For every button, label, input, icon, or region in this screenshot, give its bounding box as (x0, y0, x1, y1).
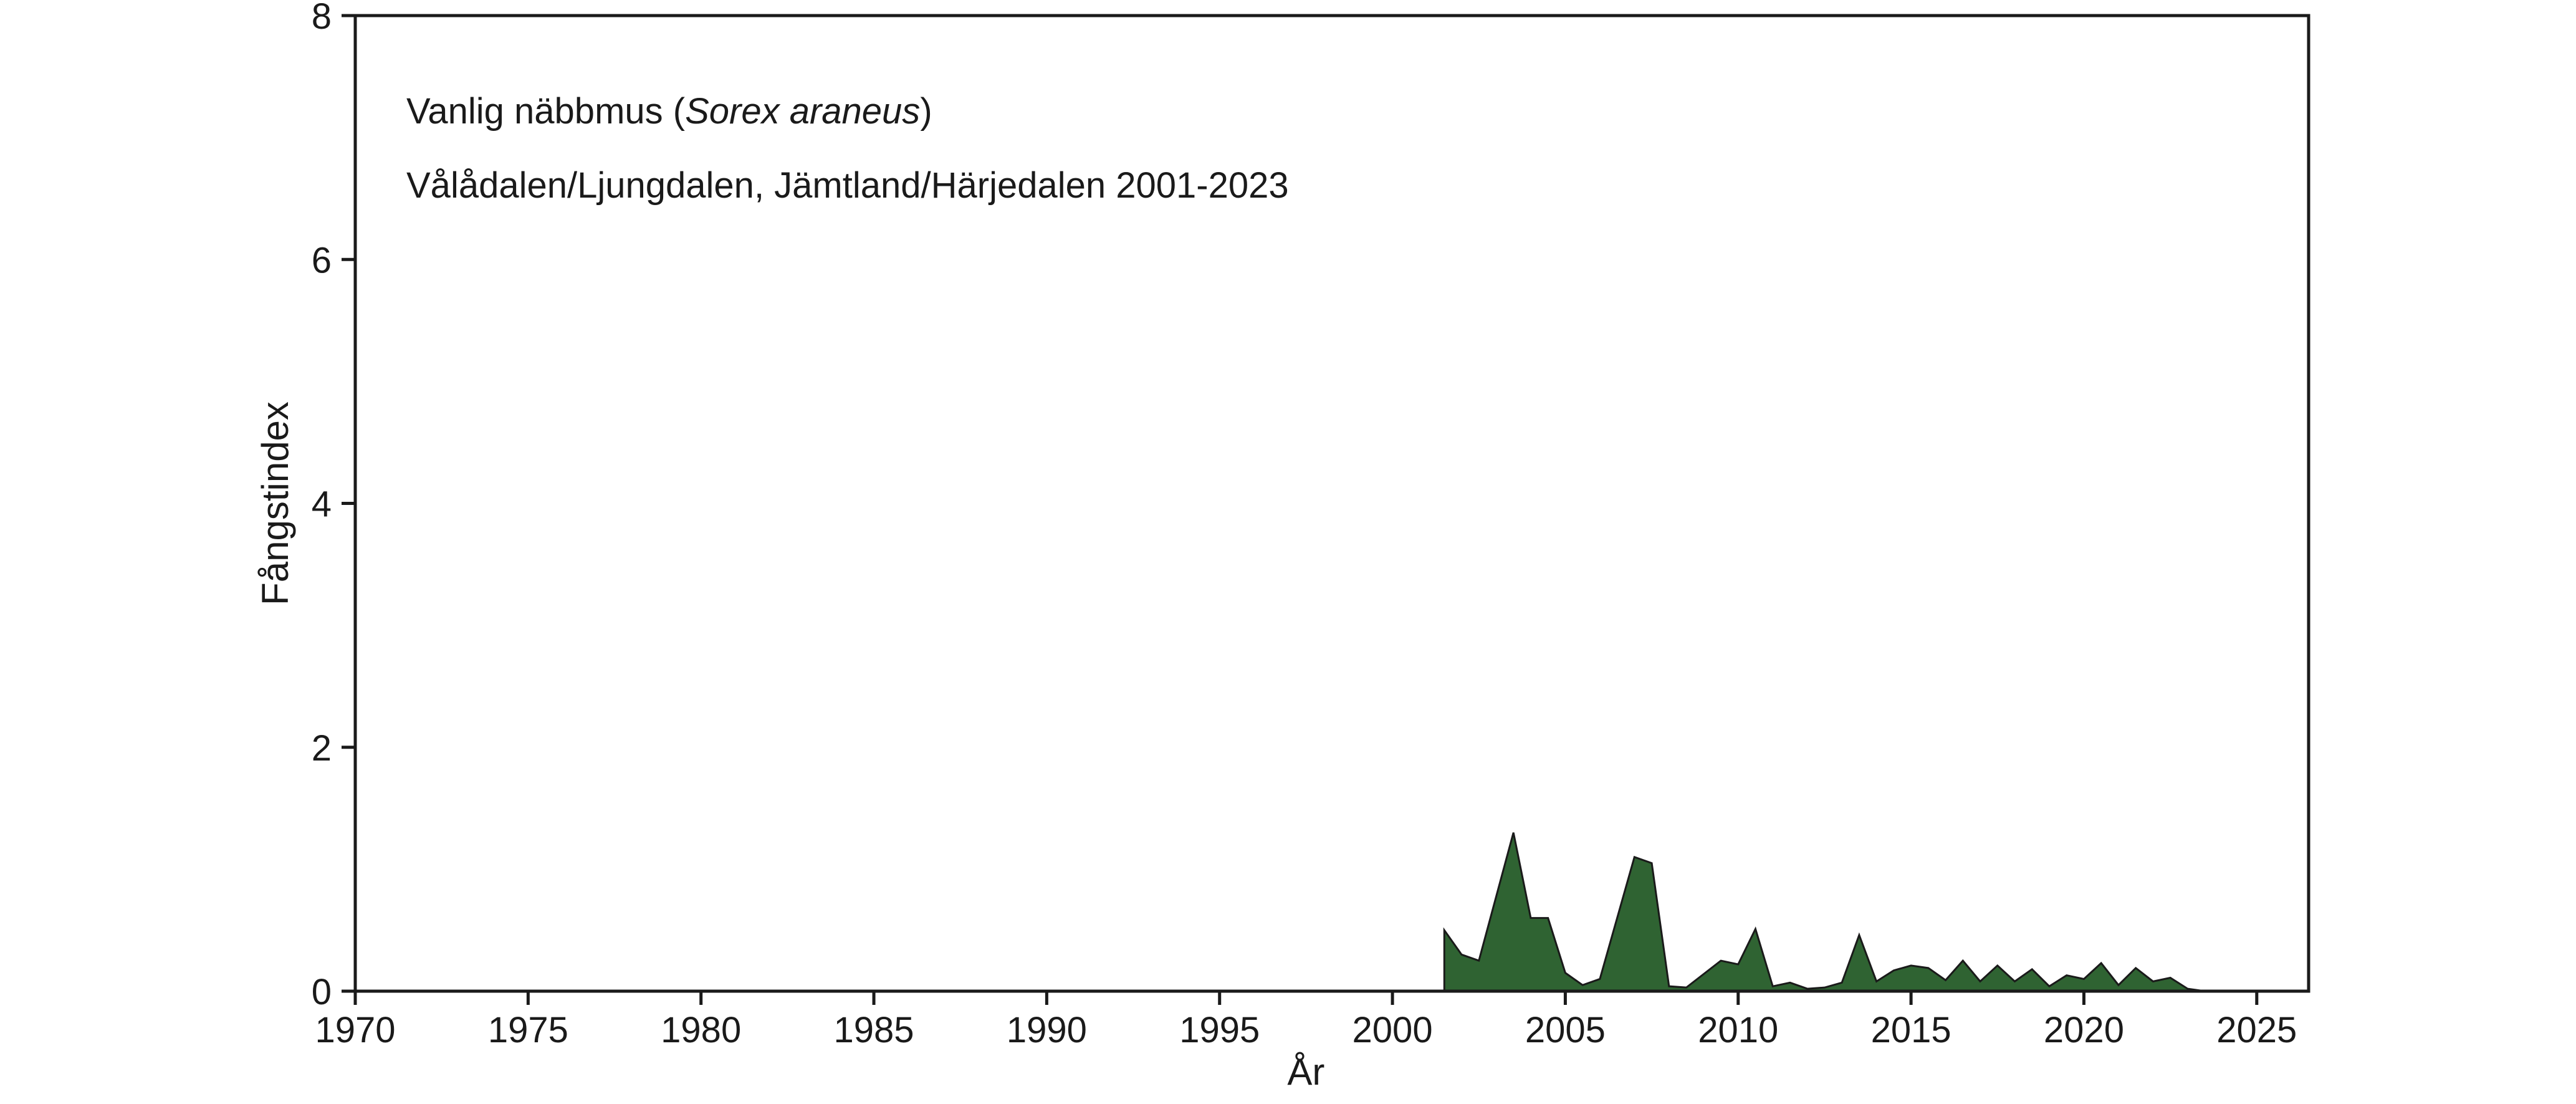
x-axis-label: År (1287, 1051, 1324, 1093)
x-tick-label: 2010 (1698, 1010, 1778, 1050)
y-tick-label: 4 (312, 484, 332, 525)
y-axis: 0 2 4 6 8 (312, 0, 355, 1012)
chart-title-close: ) (920, 91, 932, 132)
x-tick-label: 1970 (315, 1010, 395, 1050)
x-tick-label: 2000 (1353, 1010, 1433, 1050)
x-tick-label: 2025 (2216, 1010, 2297, 1050)
x-axis: 1970 1975 1980 1985 1990 1995 2000 2005 2010 2015… (315, 991, 2297, 1050)
chart-subtitle: Vålådalen/Ljungdalen, Jämtland/Härjedale… (406, 165, 1289, 206)
x-tick-label: 1975 (488, 1010, 568, 1050)
x-tick-label: 1995 (1179, 1010, 1260, 1050)
x-tick-label: 2005 (1525, 1010, 1606, 1050)
area-series-0 (1443, 832, 2205, 992)
y-tick-label: 6 (312, 240, 332, 281)
area-series (1443, 832, 2205, 992)
chart-title: Vanlig näbbmus (Sorex araneus) (406, 91, 932, 132)
y-axis-label: Fångstindex (254, 401, 296, 605)
x-tick-label: 2020 (2044, 1010, 2124, 1050)
y-tick-label: 8 (312, 0, 332, 37)
y-tick-label: 0 (312, 972, 332, 1012)
x-tick-label: 2015 (1871, 1010, 1951, 1050)
x-tick-label: 1985 (834, 1010, 914, 1050)
chart-title-main: Vanlig näbbmus ( (406, 91, 685, 132)
chart-title-species: Sorex araneus (685, 91, 920, 132)
x-tick-label: 1980 (661, 1010, 741, 1050)
x-tick-label: 1990 (1007, 1010, 1087, 1050)
y-tick-label: 2 (312, 728, 332, 769)
